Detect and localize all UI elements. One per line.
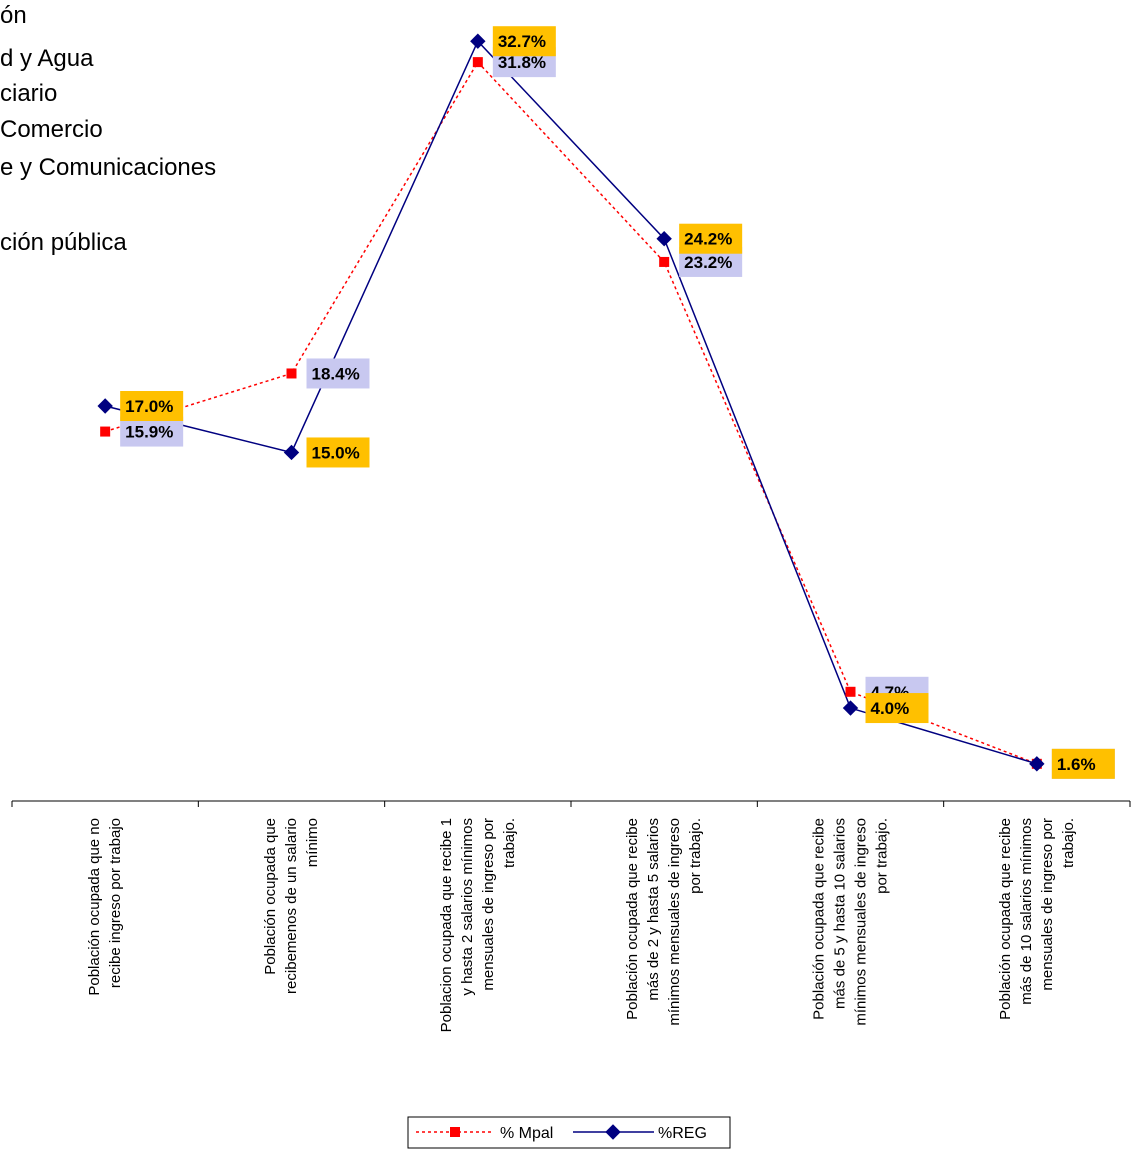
x-tick-label: recibe ingreso por trabajo	[107, 818, 124, 988]
x-tick-label: mínimo	[304, 818, 321, 867]
data-label-bg	[120, 391, 184, 421]
data-point	[470, 33, 486, 49]
data-point	[283, 444, 300, 461]
background-text-line-4: Comercio	[0, 116, 103, 143]
data-label-text: 24.2%	[684, 230, 732, 249]
series-line	[104, 39, 1038, 765]
data-label: 15.9%	[120, 416, 184, 447]
x-tick-label: trabajo.	[1060, 818, 1077, 868]
background-text-line-3: ciario	[0, 80, 58, 107]
data-label-bg	[306, 358, 370, 389]
x-tick-label: mínimos mensuales de ingreso	[666, 818, 683, 1026]
data-point	[472, 57, 483, 68]
x-tick-label: mínimos mensuales de ingreso	[853, 818, 870, 1026]
series-line	[104, 60, 1038, 765]
data-label: 24.2%	[679, 223, 743, 254]
data-point	[845, 686, 856, 697]
x-tick-label: más de 2 y hasta 5 salarios	[645, 818, 662, 1001]
data-label-text: 15.0%	[312, 443, 360, 462]
x-tick-label: y hasta 2 salarios mínimos	[459, 818, 476, 996]
data-label: 4.0%	[865, 693, 929, 724]
x-tick-label: por trabajo.	[874, 818, 891, 894]
x-tick-label: Población ocupada que	[262, 818, 279, 975]
data-label: 32.7%	[492, 26, 556, 57]
x-tick-label: recibemenos de un salario	[283, 818, 300, 994]
x-tick-label: Población ocupada que no	[86, 818, 103, 996]
data-label-text: 1.6%	[1057, 755, 1096, 774]
data-label-text: 23.2%	[684, 253, 732, 272]
data-point	[659, 256, 670, 267]
x-tick-label: mensuales de ingreso por	[1039, 818, 1056, 991]
x-tick-label: Población ocupada que recibe	[997, 818, 1014, 1020]
background-text-line-6: ción pública	[0, 229, 127, 256]
data-label-text: 17.0%	[125, 397, 173, 416]
data-label-text: 4.0%	[871, 699, 910, 718]
legend-marker-mpal	[450, 1127, 460, 1137]
x-tick-label: más de 10 salarios mínimos	[1018, 818, 1035, 1005]
data-point	[1029, 756, 1045, 772]
background-text-line-1: ón	[0, 2, 27, 29]
data-label-text: 18.4%	[312, 364, 360, 383]
data-label-bg	[120, 416, 184, 447]
data-point	[656, 231, 672, 247]
legend-box	[407, 1116, 731, 1149]
x-tick-label: Población ocupada que recibe	[624, 818, 641, 1020]
data-label-bg	[865, 693, 929, 724]
data-label: 17.0%	[120, 391, 184, 421]
data-label-bg	[1051, 748, 1115, 779]
background-text-line-2: d y Agua	[0, 45, 94, 72]
data-point	[97, 398, 113, 414]
x-tick-label: Poblacion ocupada que recibe 1	[438, 818, 455, 1032]
x-tick-label: por trabajo.	[687, 818, 704, 894]
data-label: 18.4%	[306, 358, 370, 389]
data-label-text: 32.7%	[498, 32, 546, 51]
legend-label-reg: %REG	[658, 1125, 707, 1142]
data-label-bg	[679, 223, 743, 254]
data-label-text: 31.8%	[498, 53, 546, 72]
data-point	[100, 426, 111, 437]
data-label-text: 15.9%	[125, 423, 173, 442]
data-label: 1.6%	[1051, 748, 1115, 779]
x-tick-label: trabajo.	[501, 818, 518, 868]
background-text-line-5: e y Comunicaciones	[0, 154, 217, 181]
data-label-bg	[306, 437, 370, 468]
x-tick-label: Población ocupada que recibe	[811, 818, 828, 1020]
x-tick-label: mensuales de ingreso por	[480, 818, 497, 991]
legend-label-mpal: % Mpal	[500, 1125, 553, 1142]
data-point	[286, 368, 297, 379]
data-label: 15.0%	[306, 437, 370, 468]
x-tick-label: más de 5 y hasta 10 salarios	[832, 818, 849, 1009]
legend: % Mpal %REG	[407, 1116, 731, 1149]
data-label-bg	[492, 26, 556, 57]
legend-marker-reg	[605, 1124, 621, 1140]
data-point	[842, 700, 859, 716]
